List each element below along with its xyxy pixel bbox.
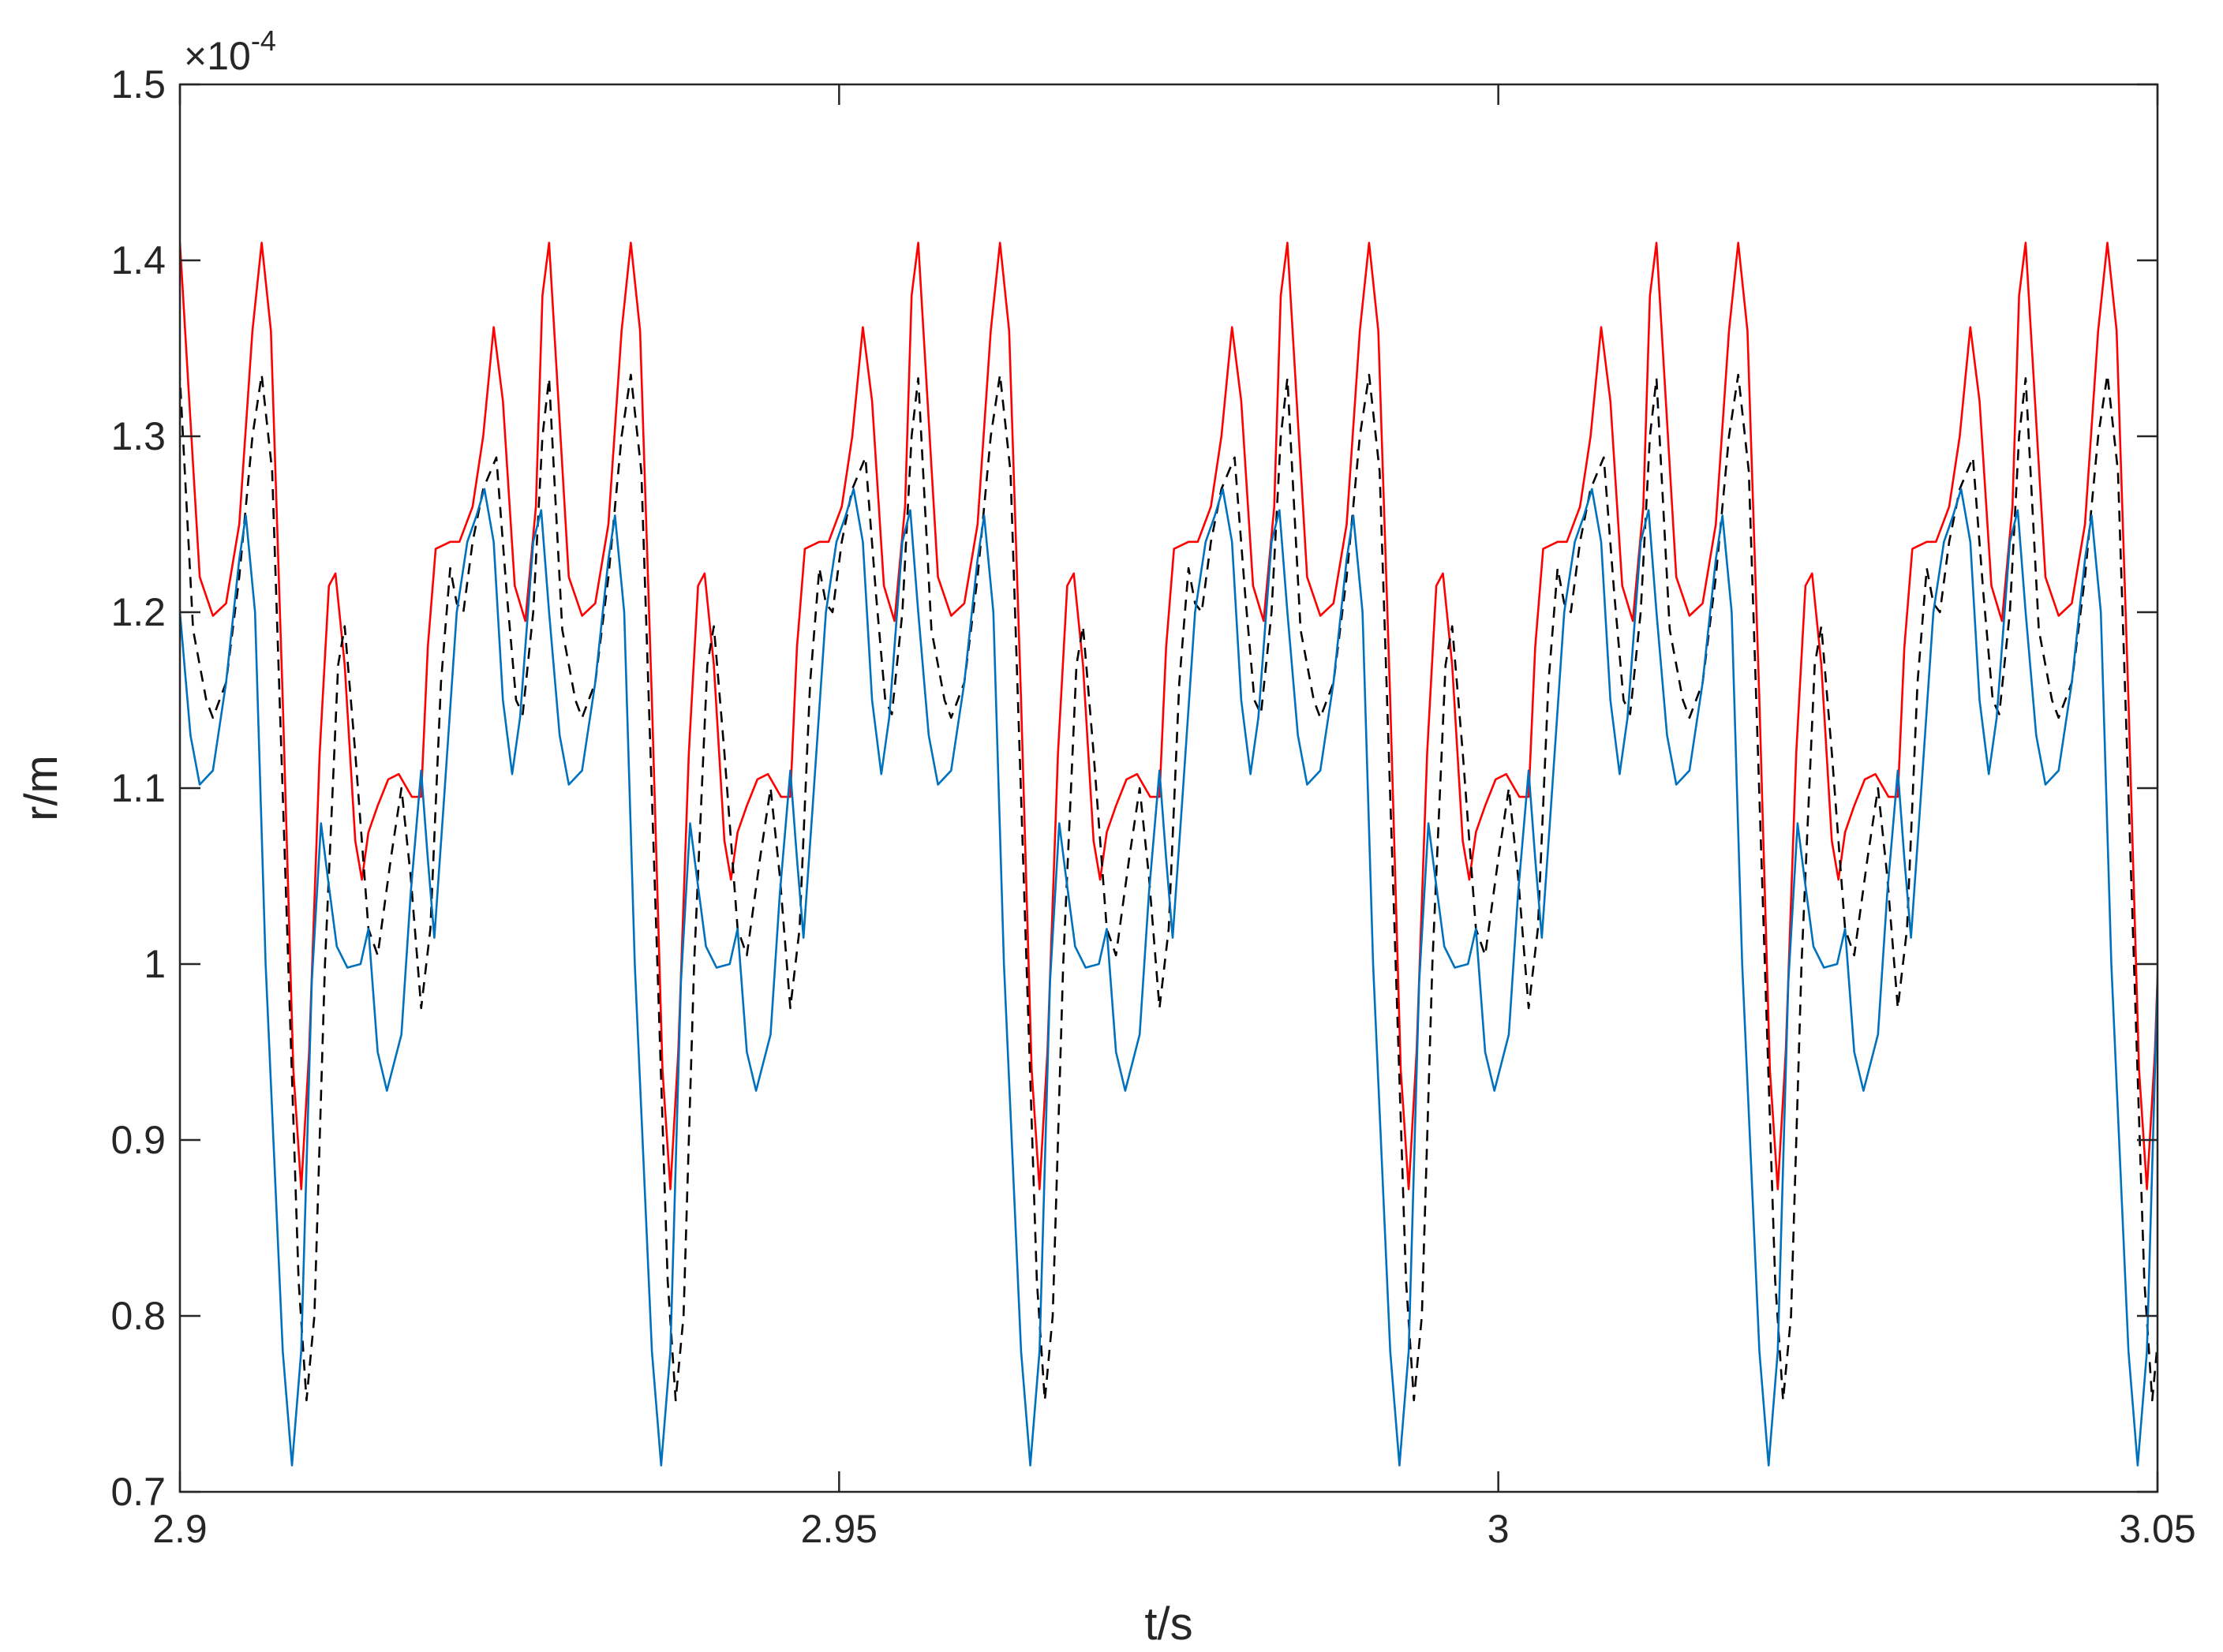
y-tick-label: 1.3 — [110, 414, 166, 458]
x-tick-label: 2.9 — [152, 1507, 208, 1551]
x-axis-label: t/s — [1144, 1598, 1192, 1650]
series-line-2 — [180, 373, 2158, 1402]
y-tick-label: 1.1 — [110, 766, 166, 810]
series-line-1 — [180, 241, 2158, 1190]
y-axis-label: r/m — [16, 755, 67, 821]
x-tick-label: 2.95 — [801, 1507, 878, 1551]
y-tick-label: 0.9 — [110, 1118, 166, 1162]
y-tick-label: 1 — [144, 942, 166, 986]
y-tick-label: 1.5 — [110, 62, 166, 107]
y-exponent-base: ×10 — [184, 34, 251, 78]
x-tick-label: 3 — [1488, 1507, 1510, 1551]
tick-layer — [178, 83, 2159, 1493]
y-exponent-power: -4 — [251, 24, 276, 57]
y-exponent-label: ×10-4 — [184, 24, 276, 78]
y-tick-label: 0.8 — [110, 1294, 166, 1338]
label-layer: 2.9 2.95 3 3.05 0.7 0.8 0.9 1 1.1 1.2 1.3 1.4 1.5 — [110, 62, 2195, 1551]
x-tick-label: 3.05 — [2119, 1507, 2195, 1551]
y-tick-label: 0.7 — [110, 1470, 166, 1514]
y-tick-label: 1.2 — [110, 590, 166, 634]
y-tick-label: 1.4 — [110, 238, 166, 282]
series-layer — [180, 241, 2158, 1467]
series-line-3 — [180, 488, 2158, 1467]
